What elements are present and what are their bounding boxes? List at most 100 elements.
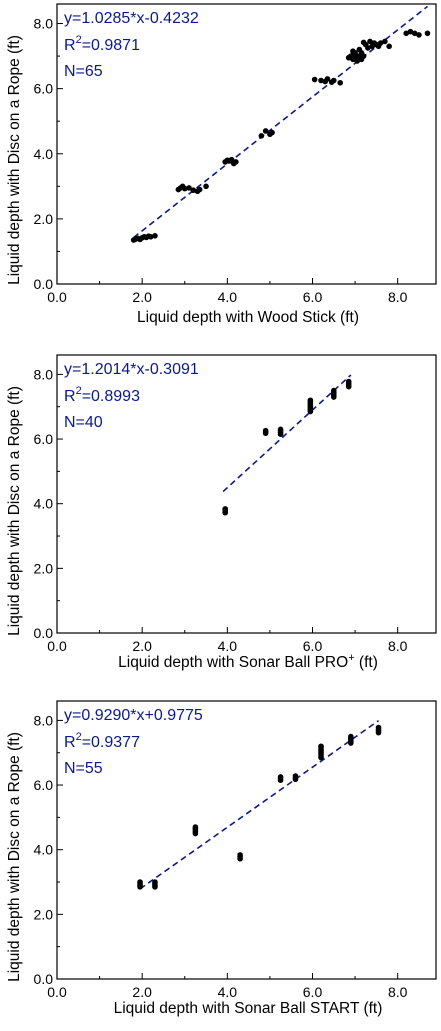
y-tick-label: 2.0 xyxy=(34,211,54,227)
x-tick-label: 4.0 xyxy=(218,638,238,654)
x-axis-label: Liquid depth with Wood Stick (ft) xyxy=(137,309,359,326)
x-tick-label: 2.0 xyxy=(132,984,152,1000)
x-tick-label: 4.0 xyxy=(218,984,238,1000)
data-point xyxy=(318,77,324,84)
r-squared-label: R2=0.8993 xyxy=(64,385,140,405)
data-point xyxy=(318,743,324,750)
regression-line xyxy=(222,374,352,493)
y-tick-label: 8.0 xyxy=(34,16,54,32)
y-tick-label: 2.0 xyxy=(34,906,54,922)
data-point xyxy=(345,54,352,61)
y-tick-label: 6.0 xyxy=(34,81,54,97)
x-tick-label: 6.0 xyxy=(303,289,323,305)
plot-frame xyxy=(56,3,437,285)
r-squared-label: R2=0.9871 xyxy=(64,34,140,54)
data-point xyxy=(262,128,269,134)
data-point xyxy=(233,159,239,165)
chart-panel-wood-stick: 0.00.0 2.0 2.0 4.0 4.0 6.0 6.0 8.0 8.0 y=1.0285*… xyxy=(6,3,437,326)
y-axis-label: Liquid depth with Disc on a Rope (ft) xyxy=(6,35,23,285)
x-tick-label: 2.0 xyxy=(132,289,152,305)
y-axis-label: Liquid depth with Disc on a Rope (ft) xyxy=(6,732,23,982)
y-tick-label: 0.0 xyxy=(34,276,54,292)
data-point xyxy=(181,185,188,192)
data-point xyxy=(382,38,388,45)
data-point xyxy=(307,397,314,404)
data-point xyxy=(350,48,356,55)
x-tick-label: 0.0 xyxy=(47,289,67,305)
plot-frame xyxy=(56,700,437,980)
x-axis-label: Liquid depth with Sonar Ball PRO+ (ft) xyxy=(118,652,378,671)
x-tick-label: 6.0 xyxy=(303,638,323,654)
regression-line xyxy=(139,720,379,890)
data-point xyxy=(324,76,331,82)
x-tick-label: 0.0 xyxy=(47,984,67,1000)
y-tick-label: 6.0 xyxy=(34,777,54,793)
chart-panel-sonar-ball-start: 0.00.0 2.0 2.0 4.0 4.0 6.0 6.0 8.0 8.0 y=0.9290*… xyxy=(6,700,437,1017)
data-point xyxy=(269,129,275,136)
r-squared-label: R2=0.9377 xyxy=(64,731,140,751)
data-point xyxy=(403,30,409,37)
data-point xyxy=(424,30,431,37)
data-point xyxy=(192,824,199,830)
y-tick-label: 8.0 xyxy=(34,712,54,728)
data-point xyxy=(354,58,361,64)
y-tick-label: 6.0 xyxy=(34,431,54,447)
x-tick-label: 2.0 xyxy=(132,638,152,654)
y-tick-label: 4.0 xyxy=(34,496,54,512)
data-point xyxy=(186,185,192,191)
data-point xyxy=(345,378,352,385)
data-point xyxy=(196,186,203,193)
sample-count-label: N=65 xyxy=(64,63,103,80)
data-point xyxy=(152,879,158,885)
x-tick-label: 4.0 xyxy=(218,289,238,305)
x-tick-label: 6.0 xyxy=(303,984,323,1000)
sample-count-label: N=40 xyxy=(64,414,103,431)
equation-label: y=1.0285*x-0.4232 xyxy=(64,10,199,27)
data-point xyxy=(277,426,284,433)
data-point xyxy=(348,733,354,740)
data-point xyxy=(375,43,382,50)
data-point xyxy=(365,45,371,51)
data-point xyxy=(137,879,143,885)
y-axis-label: Liquid depth with Disc on a Rope (ft) xyxy=(6,386,23,636)
y-tick-label: 4.0 xyxy=(34,146,54,162)
data-point xyxy=(350,56,356,63)
y-tick-label: 0.0 xyxy=(34,625,54,641)
data-point xyxy=(407,28,414,35)
x-tick-label: 8.0 xyxy=(388,289,408,305)
x-axis-label: Liquid depth with Sonar Ball START (ft) xyxy=(114,1000,383,1017)
data-point xyxy=(262,427,269,434)
chart-panel-sonar-ball-pro: 0.00.0 2.0 2.0 4.0 4.0 6.0 6.0 8.0 8.0 y=1.2014*… xyxy=(6,354,437,671)
data-point xyxy=(375,724,382,731)
equation-label: y=0.9290*x+0.9775 xyxy=(64,707,203,724)
y-tick-label: 2.0 xyxy=(34,560,54,576)
data-point xyxy=(292,773,299,779)
data-point xyxy=(147,233,154,240)
y-tick-label: 4.0 xyxy=(34,842,54,858)
data-point xyxy=(152,233,158,239)
data-point xyxy=(360,39,367,46)
plot-frame xyxy=(56,354,437,634)
y-tick-label: 0.0 xyxy=(34,971,54,987)
data-point xyxy=(330,77,337,84)
data-point xyxy=(190,187,197,194)
data-point xyxy=(416,32,422,38)
equation-label: y=1.2014*x-0.3091 xyxy=(64,361,199,378)
x-tick-label: 8.0 xyxy=(388,984,408,1000)
data-point xyxy=(311,76,318,83)
data-point xyxy=(411,30,418,37)
data-point xyxy=(337,79,343,86)
data-point xyxy=(237,852,243,858)
y-tick-label: 8.0 xyxy=(34,366,54,382)
data-point xyxy=(222,506,229,512)
x-tick-label: 0.0 xyxy=(47,638,67,654)
data-point xyxy=(386,43,392,50)
data-point xyxy=(277,774,284,780)
sample-count-label: N=55 xyxy=(64,760,103,777)
data-point xyxy=(358,56,365,63)
data-point xyxy=(203,183,209,190)
data-point xyxy=(330,387,337,394)
data-point xyxy=(258,133,265,139)
x-tick-label: 8.0 xyxy=(388,638,408,654)
